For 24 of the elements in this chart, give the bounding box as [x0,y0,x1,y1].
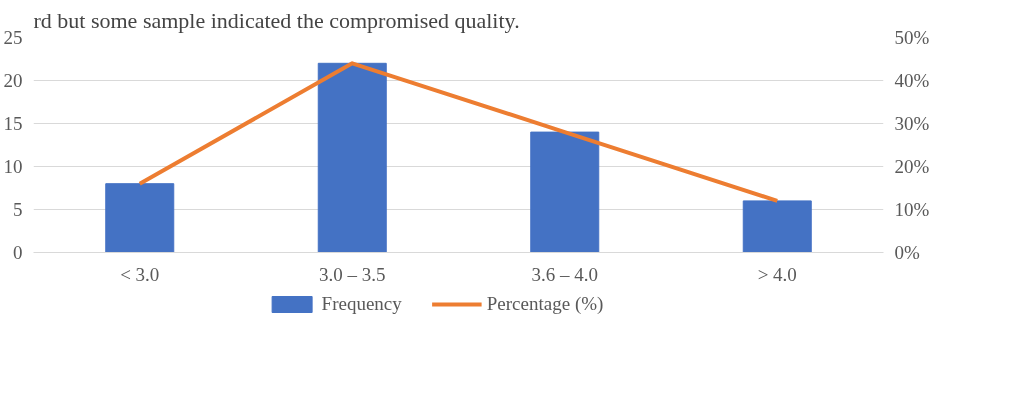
y-tick-label: 15 [3,113,23,134]
x-tick-label: 3.6 – 4.0 [531,263,598,285]
y2-tick-label: 10% [894,199,930,220]
y-tick-label: 0 [13,242,23,263]
bar [742,200,812,253]
text: rd but some sample indicated the compromised quality. [33,7,520,33]
bar [317,62,387,253]
y-tick-label: 5 [13,199,23,220]
y-tick-label: 25 [3,27,23,48]
line-series [137,61,780,203]
bar [530,131,600,253]
y2-tick-label: 50% [894,27,930,48]
y-tick-label: 20 [3,70,23,91]
x-tick-label: < 3.0 [120,263,160,285]
y2-tick-label: 40% [894,70,930,91]
bar [105,183,175,253]
y2-tick-label: 20% [894,156,930,177]
x-tick-label: 3.0 – 3.5 [319,263,386,285]
legend-label: Percentage (%) [486,293,604,315]
y2-tick-label: 0% [894,242,920,263]
y-tick-label: 10 [3,156,23,177]
legend-label: Frequency [321,293,402,315]
y2-tick-label: 30% [894,113,930,134]
x-tick-label: > 4.0 [757,263,797,285]
